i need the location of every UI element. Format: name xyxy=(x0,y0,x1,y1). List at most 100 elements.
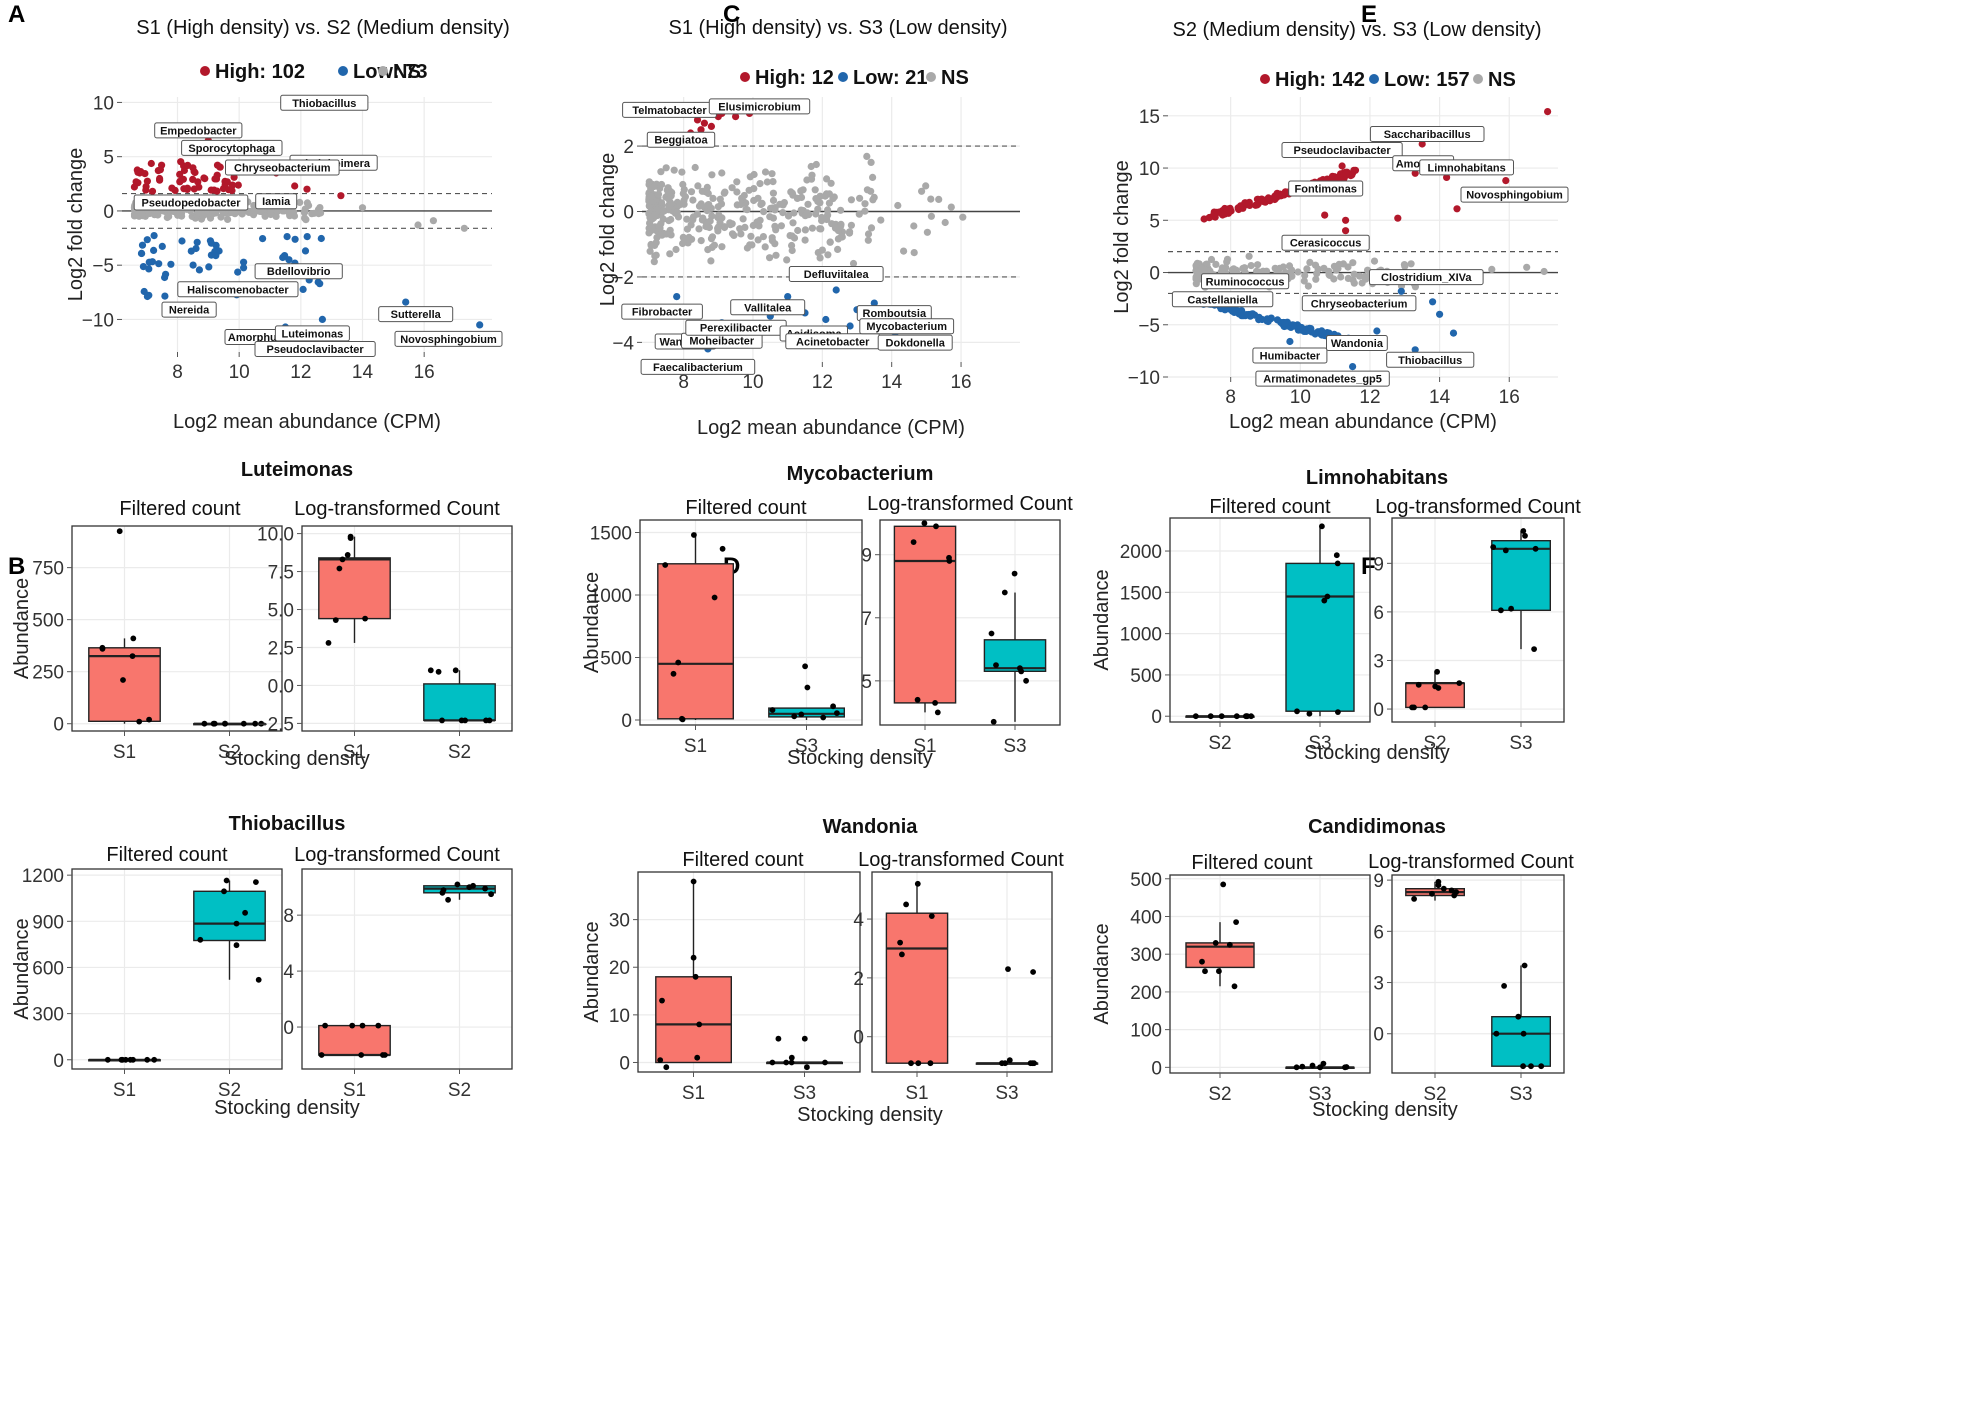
taxon-label: Saccharibacillus xyxy=(1369,126,1485,142)
box-point xyxy=(1448,887,1455,894)
ma-point-ns xyxy=(1355,272,1364,280)
box-s1 xyxy=(885,880,949,1067)
box-point xyxy=(1520,528,1527,534)
y-tick-label: 300 xyxy=(1130,945,1162,966)
taxon-label: Wandonia xyxy=(1326,335,1388,351)
panel-letter-c: C xyxy=(723,1,740,28)
ma-point-ns xyxy=(894,201,902,210)
y-tick-label: 10 xyxy=(609,1006,630,1027)
box-s2 xyxy=(193,877,266,983)
taxon-label: Chryseobacterium xyxy=(1301,295,1417,312)
ma-point-high xyxy=(190,167,198,176)
taxon-label: Sporocytophaga xyxy=(181,139,283,156)
taxon-label: Beggiatoa xyxy=(646,131,716,148)
panel-border xyxy=(879,519,1061,726)
box-point xyxy=(375,1022,382,1029)
ma-point-ns xyxy=(695,202,704,210)
ma-point-high xyxy=(141,170,149,178)
ma-point-high xyxy=(130,183,138,191)
y-tick-label: 400 xyxy=(1130,907,1162,928)
boxplot-axes: 0 500 1000 1500 2000 S2 S3 Abundance Stocking de… xyxy=(1091,542,1450,764)
ma-plot-e: S2 (Medium density) vs. S3 (Low density)… xyxy=(1111,19,1569,433)
y-tick-label: 500 xyxy=(600,649,632,670)
ma-point-low xyxy=(673,293,681,301)
ma-point-ns xyxy=(1370,257,1379,265)
taxon-label: Limnohabitans xyxy=(1419,159,1514,176)
ma-point-low xyxy=(195,266,203,274)
ma-point-low xyxy=(402,298,410,306)
box-point xyxy=(233,920,240,927)
box-point xyxy=(349,1022,356,1029)
y-tick-label: 5 xyxy=(861,672,872,693)
ma-point-low xyxy=(316,280,324,288)
box-point xyxy=(1202,968,1208,975)
ma-point-ns xyxy=(672,245,680,254)
box-point xyxy=(1342,1064,1348,1071)
ma-point-low xyxy=(870,299,878,307)
ma-point-ns xyxy=(807,162,815,171)
box-point xyxy=(791,713,798,720)
box-point xyxy=(769,1059,776,1066)
box-point xyxy=(675,659,682,666)
panel-border xyxy=(871,871,1053,1073)
ma-point-low xyxy=(822,315,830,324)
taxon-label-box xyxy=(621,303,703,320)
ma-point-ns xyxy=(755,222,763,230)
ma-point-high xyxy=(177,158,185,166)
ma-point-ns xyxy=(1337,273,1345,281)
legend-key-high xyxy=(740,72,750,82)
panel-border xyxy=(71,525,283,732)
ma-point-ns xyxy=(811,186,819,194)
y-tick-label: 500 xyxy=(1130,666,1162,687)
ma-point-ns xyxy=(922,182,930,190)
taxon-label: Bdellovibrio xyxy=(254,263,343,280)
box-point xyxy=(380,1052,386,1058)
ma-point-ns xyxy=(855,210,863,218)
box-s3 xyxy=(983,570,1047,725)
ma-point-ns xyxy=(693,210,702,218)
ma-point-ns xyxy=(691,163,699,172)
ma-point-ns xyxy=(1300,277,1308,285)
ma-point-ns xyxy=(1294,268,1302,276)
boxplot-axes: 0 100 200 300 400 500 S2 S3 Abundance Stocking de… xyxy=(1091,870,1458,1121)
ma-point-high xyxy=(1245,198,1253,206)
y-tick-label: 0 xyxy=(853,1028,864,1049)
boxplot-x-label: Stocking density xyxy=(1304,742,1450,764)
taxon-label-text: Faecalibacterium xyxy=(653,362,743,374)
box-s2 xyxy=(1405,878,1466,902)
ma-point-ns xyxy=(662,164,670,172)
taxon-label: Vallitalea xyxy=(730,299,806,316)
taxon-label-text: Moheibacter xyxy=(689,336,755,348)
boxplot-subtitle: Log-transformed Count xyxy=(1368,851,1574,873)
ma-point-ns xyxy=(768,234,776,242)
ma-point-low xyxy=(161,292,169,300)
taxon-label-box xyxy=(378,306,454,323)
taxon-label-box xyxy=(1255,370,1390,387)
boxplot-subtitle: Log-transformed Count xyxy=(858,849,1064,871)
taxon-label-box xyxy=(1201,273,1290,290)
box-point xyxy=(903,901,909,908)
boxplot-axes: −2.5 0.0 2.5 5.0 7.5 10.0 S1 S2 xyxy=(256,525,471,763)
y-tick-label: 0 xyxy=(621,711,632,732)
box-point xyxy=(240,720,247,727)
box-point xyxy=(130,635,137,642)
ma-point-high xyxy=(1502,177,1510,185)
ma-point-ns xyxy=(828,220,836,228)
box-point xyxy=(663,1064,670,1071)
ma-point-ns xyxy=(825,199,834,207)
ma-point-ns xyxy=(1218,264,1226,272)
y-tick-label: 4 xyxy=(283,962,294,983)
box-point xyxy=(999,1060,1005,1067)
taxon-label: Cerasicoccus xyxy=(1281,234,1370,251)
legend-key-low xyxy=(1369,74,1379,84)
y-tick-label: 0 xyxy=(1151,1058,1162,1079)
ma-point-high xyxy=(707,122,716,130)
x-tick-label: S2 xyxy=(448,742,471,763)
ma-point-ns xyxy=(1325,271,1333,279)
taxon-label-box xyxy=(1281,142,1403,158)
x-tick-label: 10 xyxy=(742,372,763,393)
box-s1 xyxy=(657,532,734,723)
box-s1 xyxy=(893,520,957,716)
